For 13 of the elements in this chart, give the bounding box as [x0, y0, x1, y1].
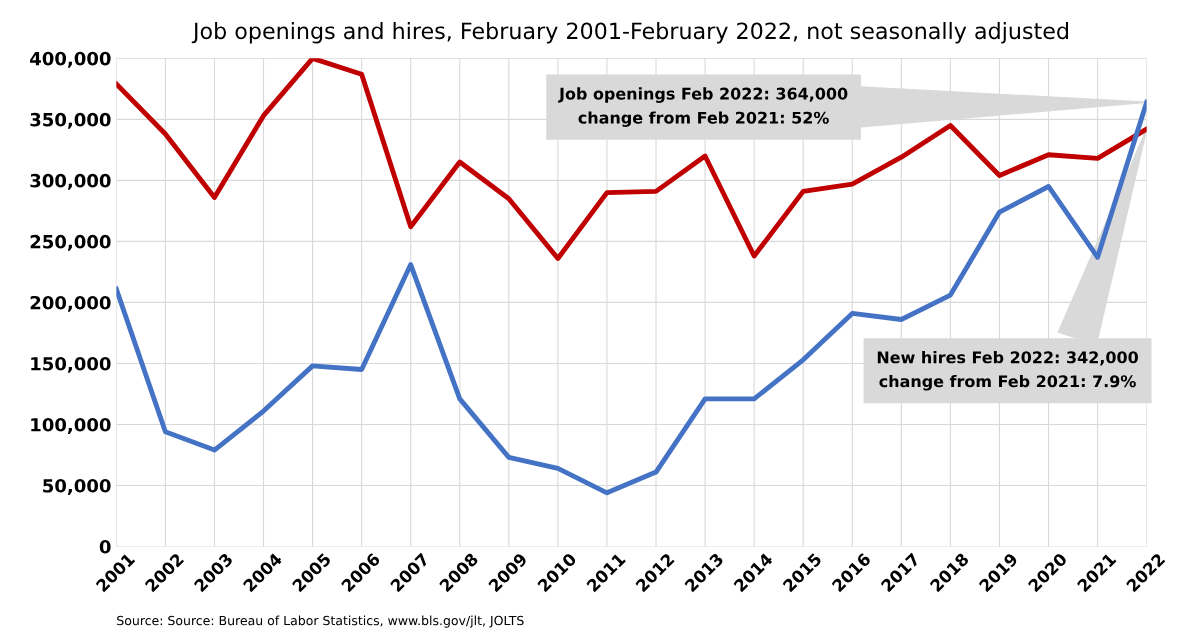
y-tick-label: 250,000	[30, 234, 111, 251]
y-tick-label: 350,000	[30, 112, 111, 129]
y-tick-label: 400,000	[30, 51, 111, 68]
source-note: Source: Source: Bureau of Labor Statistics, www.bls.gov/jlt, JOLTS	[117, 615, 524, 628]
annotation: New hires Feb 2022: 342,000 change from Feb 2021: 7.9%	[877, 350, 1138, 391]
y-tick-label: 0	[99, 539, 111, 554]
y-tick-label: 300,000	[30, 173, 111, 190]
chart-title: Job openings and hires, February 2001-February 2022, not seasonally adjusted	[191, 22, 1068, 44]
annotation: Job openings Feb 2022: 364,000 change from Feb 2021: 52%	[558, 87, 848, 127]
y-tick-label: 150,000	[31, 356, 111, 373]
y-tick-label: 50,000	[43, 478, 111, 495]
y-tick-label: 100,000	[31, 417, 111, 434]
y-tick-label: 200,000	[30, 295, 111, 312]
